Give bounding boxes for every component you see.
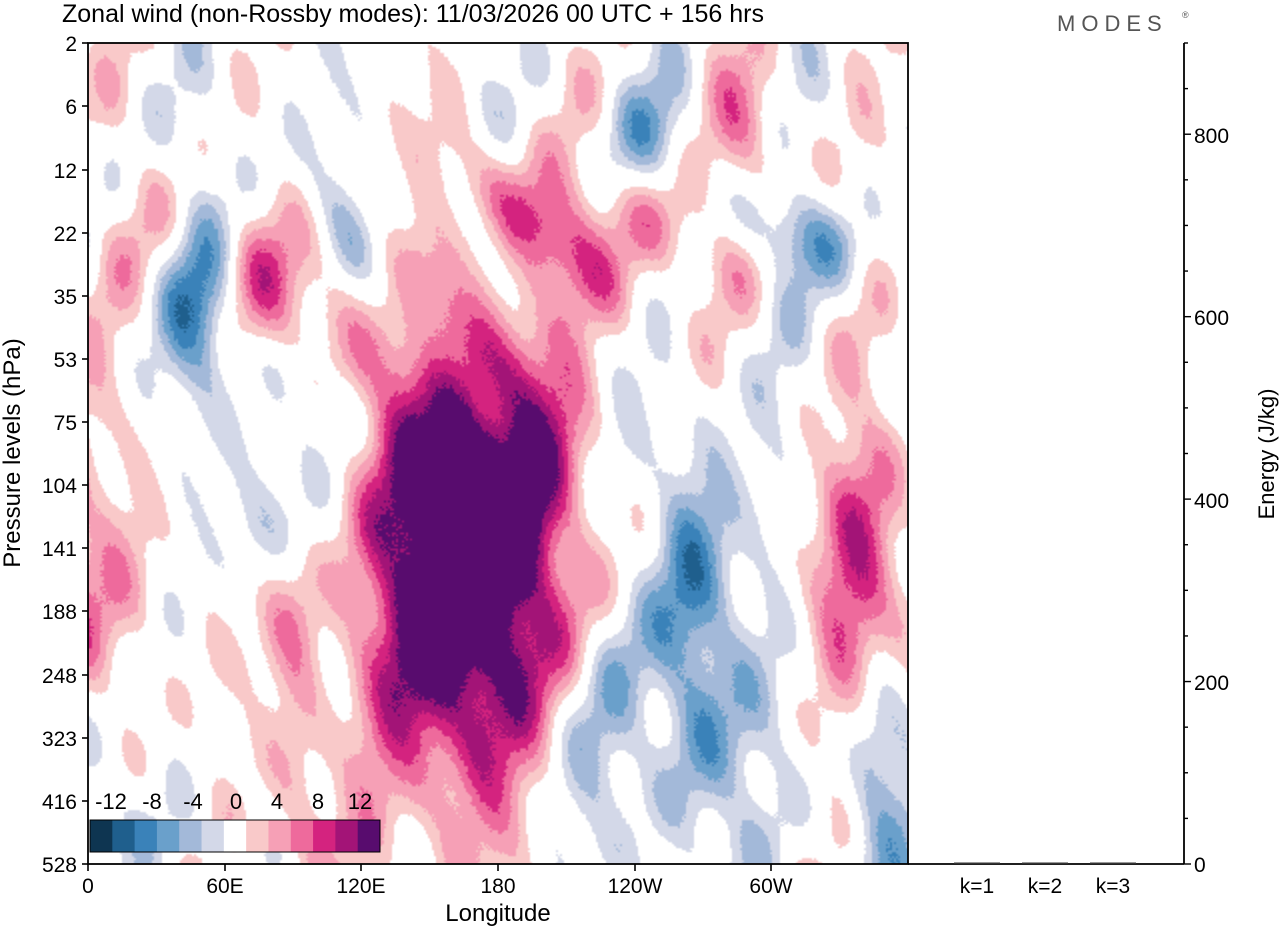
x-axis-longitude: 0 60E 120E 180 120W 60W Longitude [82,864,793,927]
y-tick-label: 12 [54,160,77,183]
y-tick-label: 104 [42,475,77,498]
colorbar-swatch [268,820,292,852]
y-axis-title: Pressure levels (hPa) [0,338,26,567]
colorbar-swatch [290,820,314,852]
colorbar-labels: -12 -8 -4 0 4 8 12 [95,789,372,814]
energy-tick-label: 400 [1194,490,1229,513]
colorbar-swatch [201,820,225,852]
energy-bar [954,862,1000,864]
energy-axis-title: Energy (J/kg) [1254,389,1279,520]
colorbar-swatch [134,820,158,852]
chart-title: Zonal wind (non-Rossby modes): 11/03/202… [62,0,764,28]
x-tick-label: 120W [608,875,663,898]
colorbar-swatch [246,820,269,852]
colorbar-label: 4 [271,789,283,814]
colorbar-swatch [335,820,359,852]
y-tick-label: 188 [42,601,77,624]
colorbar-swatch [179,820,203,852]
colorbar-label: 0 [230,789,242,814]
y-tick-label: 323 [42,728,77,751]
y-tick-label: 248 [42,665,77,688]
modes-logo-mark: ® [1182,10,1189,20]
y-tick-label: 6 [65,96,77,119]
x-tick-label: 120E [336,875,385,898]
energy-axis-ticks [1184,42,1191,865]
heatmap-area [88,43,908,864]
x-tick-label: 180 [480,875,515,898]
colorbar-swatch [90,820,113,852]
colorbar-label: -12 [95,789,127,814]
colorbar-swatch [112,820,136,852]
colorbar-swatch [223,820,247,852]
colorbar-label: 12 [348,789,372,814]
energy-category-label: k=2 [1028,875,1062,898]
energy-bar [1090,862,1136,864]
y-tick-label: 416 [42,791,77,814]
colorbar-label: 8 [312,789,324,814]
modes-logo: MODES [1057,11,1168,36]
x-tick-label: 60W [749,875,792,898]
x-tick-label: 0 [82,875,94,898]
colorbar-label: -8 [142,789,162,814]
energy-tick-label: 800 [1194,125,1229,148]
energy-bar [1022,862,1068,864]
x-tick-label: 60E [206,875,243,898]
energy-zero-label: 0 [1194,854,1206,877]
colorbar-swatch [357,820,381,852]
colorbar-swatch [313,820,336,852]
colorbar-frame [89,819,381,853]
y-tick-label: 528 [42,854,77,877]
y-tick-label: 2 [65,33,77,56]
energy-tick-label: 600 [1194,307,1229,330]
colorbar-legend [89,819,381,853]
x-axis-title: Longitude [445,900,550,927]
energy-category-label: k=1 [960,875,994,898]
y-tick-label: 35 [54,286,77,309]
zonal-wind-field [88,43,908,864]
energy-category-label: k=3 [1096,875,1130,898]
colorbar-swatch [156,820,180,852]
y-tick-label: 22 [54,223,77,246]
colorbar-label: -4 [183,789,203,814]
y-tick-label: 75 [54,412,77,435]
energy-tick-label: 200 [1194,672,1229,695]
y-axis-pressure: 2 6 12 22 35 53 75 104 141 188 248 323 4… [0,33,88,877]
energy-panel: 200 400 600 800 0 Energy (J/kg) k=1 k=2 … [908,42,1279,898]
y-tick-label: 53 [54,349,77,372]
y-tick-label: 141 [42,538,77,561]
energy-bars [954,862,1136,864]
